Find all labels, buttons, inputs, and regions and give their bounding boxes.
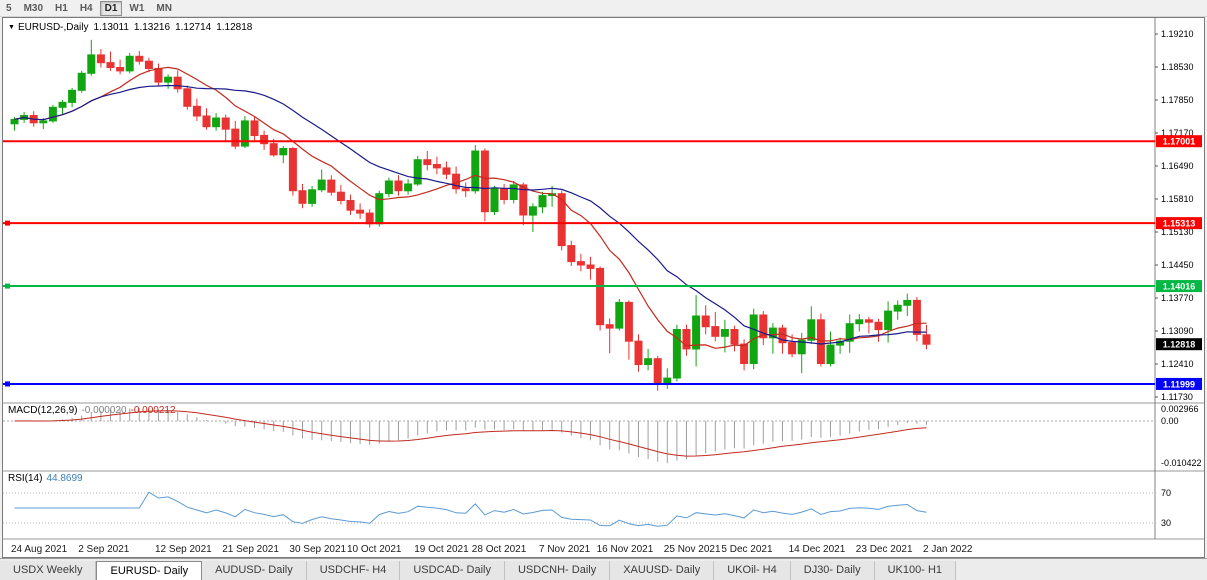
timeframe-button-h1[interactable]: H1	[55, 2, 68, 14]
timeframe-button-5[interactable]: 5	[6, 2, 12, 14]
ohlc-close: 1.12818	[216, 22, 253, 33]
panel-separators	[3, 18, 1204, 540]
date-label: 16 Nov 2021	[597, 544, 654, 555]
timeframe-toolbar: 5 M30 H1 H4 D1 W1 MN	[0, 0, 1207, 17]
price-tag	[1156, 135, 1202, 148]
price-tick-label: 1.13090	[1161, 326, 1194, 336]
resistance-line-1[interactable]: 1.17001	[3, 135, 1202, 148]
date-label: 25 Nov 2021	[664, 544, 721, 555]
date-label: 2 Jan 2022	[923, 544, 973, 555]
time-axis[interactable]: 24 Aug 2021 2 Sep 2021 12 Sep 2021 21 Sep 2…	[11, 544, 973, 555]
rsi-name: RSI(14)	[8, 473, 43, 484]
price-tick-label: 1.12410	[1161, 359, 1194, 369]
price-axis[interactable]: 1.19210 1.18530 1.17850 1.17170 1.16490 1.158…	[1155, 29, 1194, 402]
chart-title: ▼ EURUSD-,Daily 1.13011 1.13216 1.12714 1.128…	[8, 22, 252, 33]
date-label: 7 Nov 2021	[539, 544, 591, 555]
rsi-line	[14, 491, 927, 527]
date-label: 14 Dec 2021	[789, 544, 846, 555]
macd-main-value: -0.000020	[81, 405, 127, 416]
rsi-panel: 70 30	[3, 488, 1171, 528]
price-tick-label: 1.15130	[1161, 227, 1194, 237]
date-label: 5 Dec 2021	[721, 544, 773, 555]
timeframe-button-m30[interactable]: M30	[23, 2, 44, 14]
ohlc-low: 1.12714	[175, 22, 212, 33]
price-tick-label: 1.15810	[1161, 194, 1194, 204]
price-tick-label: 1.11730	[1161, 392, 1193, 402]
resistance-line-3[interactable]: 1.14016	[3, 280, 1202, 293]
macd-name: MACD(12,26,9)	[8, 405, 78, 416]
chart-tab-eurusd-daily[interactable]: EURUSD- Daily	[96, 561, 203, 580]
chart-tabbar: USDX Weekly EURUSD- Daily AUDUSD- Daily USD…	[0, 558, 1207, 580]
price-tick-label: 1.19210	[1161, 29, 1194, 39]
date-label: 23 Dec 2021	[856, 544, 913, 555]
timeframe-button-h4[interactable]: H4	[79, 2, 93, 14]
price-tag-label: 1.11999	[1163, 379, 1195, 389]
price-tag	[1156, 217, 1202, 230]
chart-tab-xauusd-daily[interactable]: XAUUSD- Daily	[610, 561, 715, 580]
timeframe-button-w1[interactable]: W1	[129, 2, 145, 14]
macd-panel: 0.002966 0.00 -0.010422	[3, 404, 1202, 468]
chart-tab-dj30-daily[interactable]: DJ30- Daily	[790, 561, 875, 580]
price-tick-label: 1.16490	[1161, 161, 1194, 171]
price-tag-label: 1.17001	[1163, 137, 1196, 147]
price-tick-label: 1.14450	[1161, 260, 1194, 270]
price-tag	[1156, 280, 1202, 293]
chart-symbol-period: EURUSD-,Daily	[17, 22, 89, 33]
chart-tab-ukoil-h4[interactable]: UKOil- H4	[714, 561, 791, 580]
chart-title-arrow-icon: ▼	[8, 24, 15, 31]
chart-canvas[interactable]: 1.19210 1.18530 1.17850 1.17170 1.16490 1.158…	[3, 18, 1204, 557]
macd-axis-label: -0.010422	[1161, 458, 1202, 468]
date-label: 10 Oct 2021	[347, 544, 402, 555]
candles-layer	[10, 39, 931, 391]
date-label: 12 Sep 2021	[155, 544, 212, 555]
timeframe-button-d1[interactable]: D1	[99, 0, 123, 16]
chart-tab-usdcad-daily[interactable]: USDCAD- Daily	[400, 561, 505, 580]
rsi-value: 44.8699	[46, 473, 83, 484]
ohlc-open: 1.13011	[93, 22, 129, 33]
date-label: 19 Oct 2021	[414, 544, 469, 555]
chart-tab-usdchf-h4[interactable]: USDCHF- H4	[306, 561, 401, 580]
chart-tab-uk100-h1[interactable]: UK100- H1	[874, 561, 957, 580]
chart-area: 1.19210 1.18530 1.17850 1.17170 1.16490 1.158…	[2, 17, 1205, 558]
macd-axis-label: 0.00	[1161, 416, 1179, 426]
support-line[interactable]: 1.11999	[3, 377, 1202, 390]
line-handle[interactable]	[5, 283, 10, 289]
date-label: 28 Oct 2021	[472, 544, 527, 555]
ma-fast-line	[14, 66, 927, 349]
macd-signal-value: -0.000212	[130, 405, 176, 416]
macd-axis-label: 0.002966	[1161, 404, 1199, 414]
timeframe-button-mn[interactable]: MN	[156, 2, 172, 14]
rsi-label: RSI(14) 44.8699	[8, 473, 83, 484]
ohlc-high: 1.13216	[133, 22, 171, 33]
price-tag-label: 1.14016	[1163, 282, 1196, 292]
price-tick-label: 1.18530	[1161, 62, 1194, 72]
price-tag	[1156, 377, 1202, 390]
price-tick-label: 1.13770	[1161, 293, 1194, 303]
line-handle[interactable]	[5, 381, 10, 387]
chart-tab-usdcnh-daily[interactable]: USDCNH- Daily	[504, 561, 611, 580]
current-price-tag: 1.12818	[1156, 338, 1202, 351]
line-handle[interactable]	[5, 220, 10, 226]
current-price-label: 1.12818	[1163, 340, 1196, 350]
price-tick-label: 1.17170	[1161, 128, 1194, 138]
macd-signal-line	[14, 410, 927, 457]
chart-tab-usdx-weekly[interactable]: USDX Weekly	[0, 561, 97, 580]
chart-tab-audusd-daily[interactable]: AUDUSD- Daily	[202, 561, 307, 580]
date-label: 21 Sep 2021	[222, 544, 279, 555]
date-label: 30 Sep 2021	[289, 544, 346, 555]
rsi-axis-label: 30	[1161, 518, 1171, 528]
rsi-axis-label: 70	[1161, 488, 1171, 498]
ma-slow-line	[14, 84, 927, 345]
date-label: 24 Aug 2021	[11, 544, 68, 555]
price-tick-label: 1.17850	[1161, 95, 1194, 105]
resistance-line-2[interactable]: 1.15313	[3, 217, 1202, 230]
macd-label: MACD(12,26,9) -0.000020 -0.000212	[8, 405, 176, 416]
price-tag-label: 1.15313	[1163, 219, 1196, 229]
date-label: 2 Sep 2021	[78, 544, 130, 555]
